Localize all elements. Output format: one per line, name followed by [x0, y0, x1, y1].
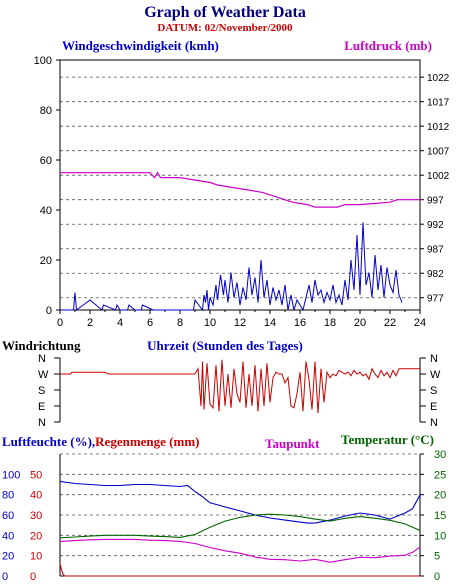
direction-label: E — [430, 401, 437, 413]
rain-tick-label: 0 — [30, 571, 36, 583]
hour-tick-label: 18 — [324, 317, 336, 329]
hour-tick-label: 24 — [414, 317, 426, 329]
hour-tick-label: 14 — [264, 317, 276, 329]
wind-speed-tick-label: 100 — [34, 55, 52, 67]
wind-speed-axis-title: Windgeschwindigkeit (kmh) — [62, 38, 219, 53]
dewpoint-line — [59, 538, 421, 563]
plot-frame — [59, 59, 421, 311]
rain-tick-label: 10 — [30, 551, 42, 563]
temperature-tick-label: 5 — [434, 551, 440, 563]
rain-line — [59, 563, 420, 577]
pressure-tick-label: 1017 — [427, 98, 450, 109]
rain-tick-label: 40 — [30, 490, 42, 502]
temperature-tick-label: 25 — [434, 469, 446, 481]
direction-label: N — [430, 417, 438, 429]
wind-speed-line — [60, 222, 403, 312]
humidity-line — [59, 480, 421, 524]
pressure-tick-label: 982 — [427, 269, 444, 280]
dewpoint-legend: Taupunkt — [265, 436, 320, 451]
wind-speed-tick-label: 60 — [40, 155, 52, 167]
temperature-tick-label: 0 — [434, 571, 440, 583]
temperature-tick-label: 20 — [434, 490, 446, 502]
pressure-tick-label: 987 — [427, 245, 444, 256]
direction-label: E — [38, 401, 45, 413]
hour-axis-title: Uhrzeit (Stunden des Tages) — [147, 338, 303, 353]
hour-tick-label: 6 — [147, 317, 153, 329]
humidity-tick-label: 0 — [2, 571, 8, 583]
pressure-tick-label: 997 — [427, 196, 444, 207]
temperature-legend-label: Temperatur ( — [341, 432, 415, 447]
wind-direction-axis-title: Windrichtung — [2, 338, 81, 353]
rain-tick-label: 50 — [30, 469, 42, 481]
rain-tick-label: 30 — [30, 510, 42, 522]
rain-tick-label: 20 — [30, 530, 42, 542]
humidity-tick-label: 80 — [2, 490, 14, 502]
direction-label: S — [38, 385, 45, 397]
wind-speed-tick-label: 40 — [40, 205, 52, 217]
wind-speed-tick-label: 0 — [46, 305, 52, 317]
wind-speed-tick-label: 80 — [40, 105, 52, 117]
pressure-line — [60, 171, 420, 208]
rain-legend: Regenmenge (mm) — [95, 434, 199, 449]
page-title: Graph of Weather Data — [144, 4, 306, 21]
pressure-tick-label: 1022 — [427, 73, 450, 84]
humidity-tick-label: 40 — [2, 530, 14, 542]
temperature-tick-label: 10 — [434, 530, 446, 542]
hour-tick-label: 12 — [234, 317, 246, 329]
direction-label: W — [430, 369, 441, 381]
pressure-tick-label: 992 — [427, 220, 444, 231]
humidity-tick-label: 20 — [2, 551, 14, 563]
humidity-tick-label: 60 — [2, 510, 14, 522]
temperature-line — [59, 513, 421, 539]
direction-label: W — [38, 369, 49, 381]
temperature-legend: Temperatur (°C) — [341, 432, 434, 447]
pressure-tick-label: 1012 — [427, 122, 450, 133]
temperature-tick-label: 30 — [434, 449, 446, 461]
humidity-temperature-chart: Luftfeuchte (%),Regenmenge (mm) Taupunkt… — [2, 432, 446, 583]
temperature-tick-label: 15 — [434, 510, 446, 522]
wind-direction-line — [60, 359, 420, 414]
hour-tick-label: 2 — [87, 317, 93, 329]
direction-label: N — [38, 417, 46, 429]
hour-tick-label: 0 — [57, 317, 63, 329]
wind-pressure-chart: Windgeschwindigkeit (kmh) Luftdruck (mb)… — [34, 38, 450, 329]
pressure-tick-label: 1002 — [427, 171, 450, 182]
hour-tick-label: 16 — [294, 317, 306, 329]
hour-tick-label: 4 — [117, 317, 123, 329]
hour-tick-label: 20 — [354, 317, 366, 329]
direction-label: S — [430, 385, 437, 397]
humidity-legend: Luftfeuchte (%), — [2, 434, 95, 449]
wind-speed-tick-label: 20 — [40, 255, 52, 267]
pressure-axis-title: Luftdruck (mb) — [344, 38, 432, 53]
hour-tick-label: 10 — [204, 317, 216, 329]
hour-tick-label: 8 — [177, 317, 183, 329]
humidity-rain-legend: Luftfeuchte (%),Regenmenge (mm) — [2, 434, 199, 449]
page-subtitle: DATUM: 02/November/2000 — [157, 22, 293, 34]
direction-label: N — [430, 353, 438, 365]
header: Graph of Weather Data DATUM: 02/November… — [144, 4, 306, 34]
humidity-tick-label: 100 — [2, 469, 20, 481]
wind-direction-chart: Windrichtung Uhrzeit (Stunden des Tages)… — [2, 338, 441, 429]
temperature-legend-unit: °C) — [415, 432, 434, 447]
hour-tick-label: 22 — [384, 317, 396, 329]
pressure-tick-label: 1007 — [427, 147, 450, 158]
direction-label: N — [38, 353, 46, 365]
pressure-tick-label: 977 — [427, 294, 444, 305]
